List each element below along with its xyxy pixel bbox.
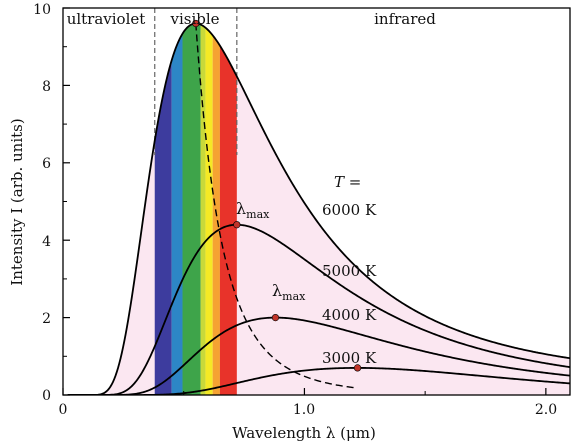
x-axis-title: Wavelength λ (μm) <box>232 424 376 442</box>
wien-displacement-line <box>195 23 358 389</box>
curve-6000k <box>67 22 570 395</box>
lambda-max-annotation-2: λmax <box>272 281 306 303</box>
visible-band-0 <box>154 60 172 395</box>
region-dividers <box>154 8 238 156</box>
visible-spectrum-bands <box>154 23 237 395</box>
series-label-3000: 3000 K <box>322 349 377 367</box>
peak-marker-5000k <box>233 221 241 229</box>
visible-band-4 <box>205 27 213 395</box>
visible-band-1 <box>171 33 183 395</box>
visible-band-6 <box>219 45 237 395</box>
visible-band-2 <box>182 23 201 395</box>
visible-band-3 <box>200 24 206 395</box>
region-label-visible: visible <box>169 10 219 28</box>
series-label-5000: 5000 K <box>322 262 377 280</box>
y-tick-label-2: 2 <box>42 311 51 327</box>
axes <box>62 7 571 396</box>
y-tick-label-6: 6 <box>42 156 51 172</box>
under-curve-fill <box>67 23 570 395</box>
series-label-4000: 4000 K <box>322 306 377 324</box>
lambda-max-annotation-1: λmax <box>236 199 270 221</box>
x-tick-label-2: 2.0 <box>535 402 557 418</box>
region-label-ultraviolet: ultraviolet <box>67 10 146 28</box>
peak-marker-3000k <box>353 364 362 372</box>
y-tick-label-10: 10 <box>33 2 51 18</box>
wien-peak-line <box>192 19 362 389</box>
series-label-6000: 6000 K <box>322 201 377 219</box>
fill-under-6000k <box>67 23 570 395</box>
x-tick-label-1: 1.0 <box>293 402 315 418</box>
peak-marker-4000k <box>271 314 280 322</box>
y-tick-label-4: 4 <box>42 234 51 250</box>
curve-5000k <box>67 223 570 395</box>
y-tick-label-0: 0 <box>42 388 51 404</box>
x-tick-label-0: 0 <box>59 402 68 418</box>
curve-4000k <box>67 316 570 395</box>
peak-marker-6000k <box>192 19 200 28</box>
temperature-label: T = <box>334 173 361 191</box>
y-tick-label-8: 8 <box>42 79 51 95</box>
y-axis-title: Intensity I (arb. units) <box>8 118 26 285</box>
region-label-infrared: infrared <box>374 10 436 28</box>
